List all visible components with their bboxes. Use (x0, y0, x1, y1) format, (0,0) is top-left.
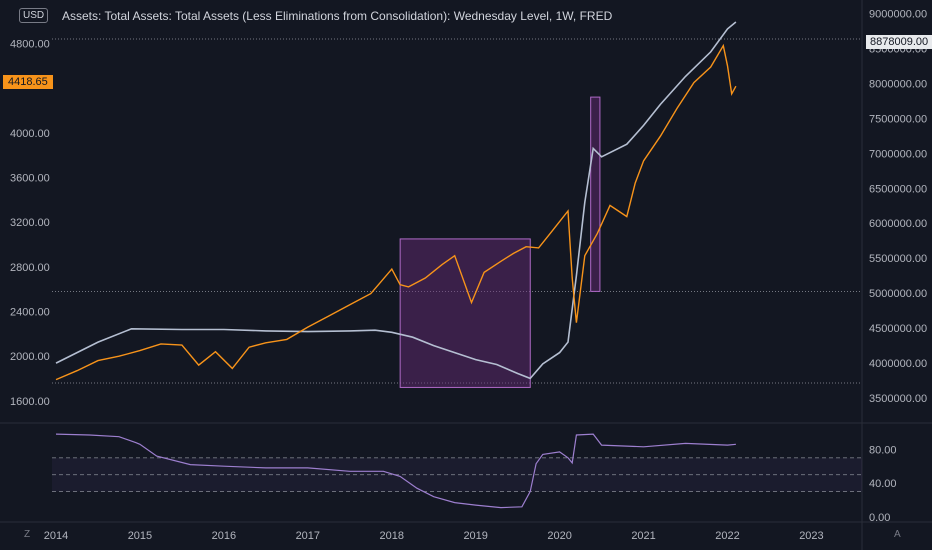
reference-lines (52, 38, 862, 384)
right-axis-tick: 8000000.00 (869, 78, 927, 90)
left-axis-tick: 3200.00 (10, 217, 50, 229)
axis-labels: 4800.00 4000.00 3600.00 3200.00 2800.00 2400.… (10, 8, 927, 542)
oscillator-axis-tick: 80.00 (869, 444, 897, 456)
right-axis-tick: 4000000.00 (869, 358, 927, 370)
x-axis-tick: 2018 (380, 530, 404, 542)
currency-badge[interactable]: USD (19, 8, 49, 23)
x-axis-tick: 2022 (715, 530, 739, 542)
zoom-icon[interactable]: Z (24, 529, 31, 540)
right-axis-tick: 4500000.00 (869, 323, 927, 335)
x-axis-tick: 2019 (463, 530, 487, 542)
right-axis-tick: 3500000.00 (869, 393, 927, 405)
left-axis-tick: 2000.00 (10, 351, 50, 363)
oscillator-axis-tick: 0.00 (869, 512, 890, 524)
left-axis-tick: 4000.00 (10, 128, 50, 140)
x-axis-tick: 2016 (212, 530, 236, 542)
right-axis-tick: 6500000.00 (869, 183, 927, 195)
right-axis-tick: 5000000.00 (869, 288, 927, 300)
total-assets-line (55, 21, 737, 380)
right-axis-tick: 5500000.00 (869, 253, 927, 265)
x-axis-tick: 2023 (799, 530, 823, 542)
left-axis-tick: 1600.00 (10, 396, 50, 408)
right-axis-tick: 7500000.00 (869, 113, 927, 125)
oscillator-pane (52, 433, 862, 509)
auto-scale-icon[interactable]: A (894, 529, 901, 540)
x-axis-tick: 2014 (44, 530, 68, 542)
right-price-tag: 8878009.00 (866, 35, 932, 49)
main-series (55, 21, 737, 381)
left-axis-tick: 2400.00 (10, 307, 50, 319)
chart-title: Assets: Total Assets: Total Assets (Less… (62, 9, 613, 23)
shaded-region-0 (399, 238, 531, 388)
left-axis-tick: 3600.00 (10, 173, 50, 185)
right-axis-tick: 6000000.00 (869, 218, 927, 230)
price-line (55, 43, 737, 381)
left-price-tag: 4418.65 (3, 75, 53, 89)
left-axis-tick: 2800.00 (10, 262, 50, 274)
shaded-region-1 (590, 96, 601, 292)
right-axis-tick: 9000000.00 (869, 8, 927, 20)
oscillator-axis-tick: 40.00 (869, 478, 897, 490)
x-axis-tick: 2021 (631, 530, 655, 542)
x-axis-tick: 2017 (296, 530, 320, 542)
shaded-regions (399, 96, 601, 388)
oscillator-line (55, 433, 736, 509)
right-axis-tick: 7000000.00 (869, 148, 927, 160)
x-axis-tick: 2015 (128, 530, 152, 542)
x-axis-tick: 2020 (547, 530, 571, 542)
left-axis-tick: 4800.00 (10, 39, 50, 51)
